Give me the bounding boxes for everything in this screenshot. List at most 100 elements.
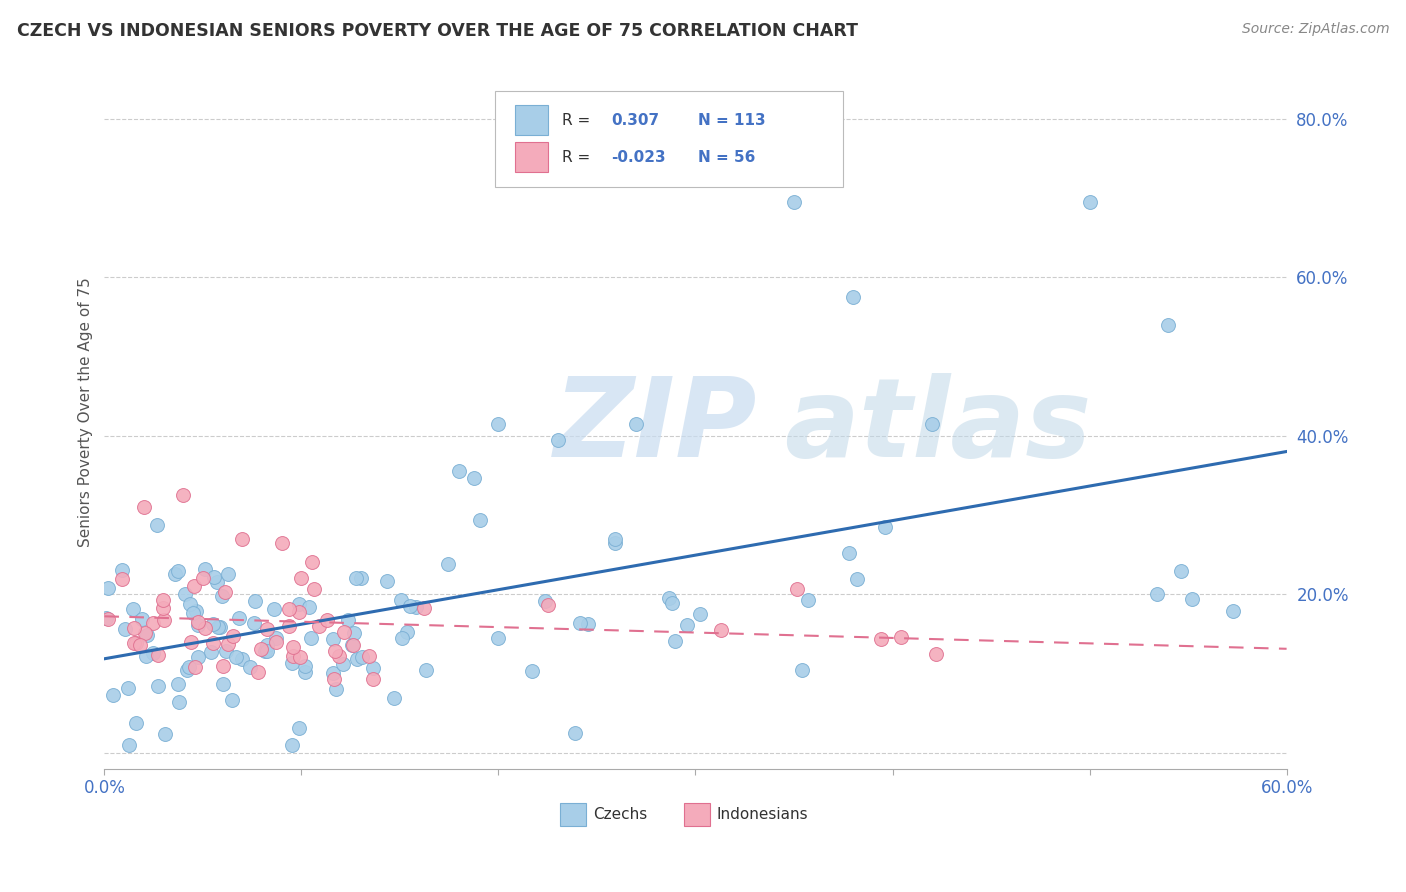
Point — [183, 579, 205, 593]
Point — [217, 637, 239, 651]
Point — [96, 612, 118, 626]
Point — [243, 615, 266, 630]
Point — [576, 617, 599, 632]
Point — [212, 677, 235, 691]
Point — [302, 582, 325, 596]
Text: 0.307: 0.307 — [612, 112, 659, 128]
Point — [664, 634, 686, 648]
Point — [281, 649, 304, 664]
Point — [846, 573, 869, 587]
Point — [412, 600, 434, 615]
Point — [382, 690, 405, 705]
Point — [129, 639, 152, 653]
Text: Source: ZipAtlas.com: Source: ZipAtlas.com — [1241, 22, 1389, 37]
Point — [167, 676, 190, 690]
Text: ZIP: ZIP — [554, 373, 756, 480]
Point — [117, 681, 139, 695]
Point — [463, 471, 485, 485]
Point — [277, 619, 299, 633]
Point — [299, 631, 322, 645]
Point — [221, 629, 243, 643]
Point — [1170, 564, 1192, 578]
Point — [520, 664, 543, 678]
Point — [214, 584, 236, 599]
Point — [146, 518, 169, 533]
Point — [228, 611, 250, 625]
Point — [676, 618, 699, 632]
Point — [201, 617, 224, 632]
Point — [135, 628, 157, 642]
Point — [148, 648, 170, 662]
Point — [215, 644, 238, 658]
Point — [437, 557, 460, 571]
Point — [322, 666, 344, 681]
Point — [924, 647, 946, 661]
Text: Czechs: Czechs — [593, 806, 647, 822]
Point — [710, 623, 733, 637]
Point — [283, 640, 305, 654]
Point — [118, 738, 141, 752]
Point — [783, 194, 806, 209]
Point — [842, 290, 865, 304]
Point — [352, 650, 374, 665]
Point — [134, 625, 156, 640]
Point — [122, 636, 145, 650]
Point — [790, 663, 813, 677]
Point — [172, 488, 194, 502]
Point — [94, 611, 117, 625]
Text: atlas: atlas — [785, 373, 1091, 480]
Point — [537, 599, 560, 613]
Y-axis label: Seniors Poverty Over the Age of 75: Seniors Poverty Over the Age of 75 — [79, 277, 93, 547]
Point — [124, 621, 146, 635]
Point — [1157, 318, 1180, 332]
Point — [211, 589, 233, 603]
Text: N = 56: N = 56 — [697, 150, 755, 165]
Point — [187, 617, 209, 632]
Point — [564, 725, 586, 739]
Point — [173, 587, 195, 601]
Point — [605, 536, 627, 550]
Point — [323, 672, 346, 686]
Point — [290, 571, 312, 585]
Point — [281, 656, 304, 670]
Point — [270, 535, 292, 549]
Point — [221, 693, 243, 707]
Point — [187, 649, 209, 664]
FancyBboxPatch shape — [515, 142, 548, 172]
Point — [288, 597, 311, 611]
FancyBboxPatch shape — [515, 105, 548, 135]
Point — [205, 575, 228, 590]
Point — [605, 532, 627, 546]
Point — [200, 644, 222, 658]
Text: CZECH VS INDONESIAN SENIORS POVERTY OVER THE AGE OF 75 CORRELATION CHART: CZECH VS INDONESIAN SENIORS POVERTY OVER… — [17, 22, 858, 40]
Point — [191, 571, 214, 585]
Point — [114, 622, 136, 636]
Point — [288, 721, 311, 735]
Point — [315, 613, 337, 627]
Point — [328, 649, 350, 664]
Point — [176, 663, 198, 677]
Point — [202, 636, 225, 650]
Point — [212, 658, 235, 673]
Point — [1181, 592, 1204, 607]
Point — [167, 695, 190, 709]
Point — [208, 620, 231, 634]
Point — [301, 555, 323, 569]
Point — [294, 658, 316, 673]
FancyBboxPatch shape — [560, 803, 585, 826]
Point — [184, 604, 207, 618]
Point — [870, 632, 893, 646]
Point — [308, 619, 330, 633]
Point — [165, 566, 187, 581]
Point — [142, 646, 165, 660]
Point — [346, 651, 368, 665]
Point — [231, 651, 253, 665]
Point — [179, 597, 201, 611]
Point — [264, 635, 287, 649]
Point — [124, 715, 146, 730]
Point — [398, 599, 420, 613]
Point — [202, 570, 225, 584]
Point — [256, 639, 278, 653]
Point — [1222, 604, 1244, 618]
Point — [689, 607, 711, 622]
